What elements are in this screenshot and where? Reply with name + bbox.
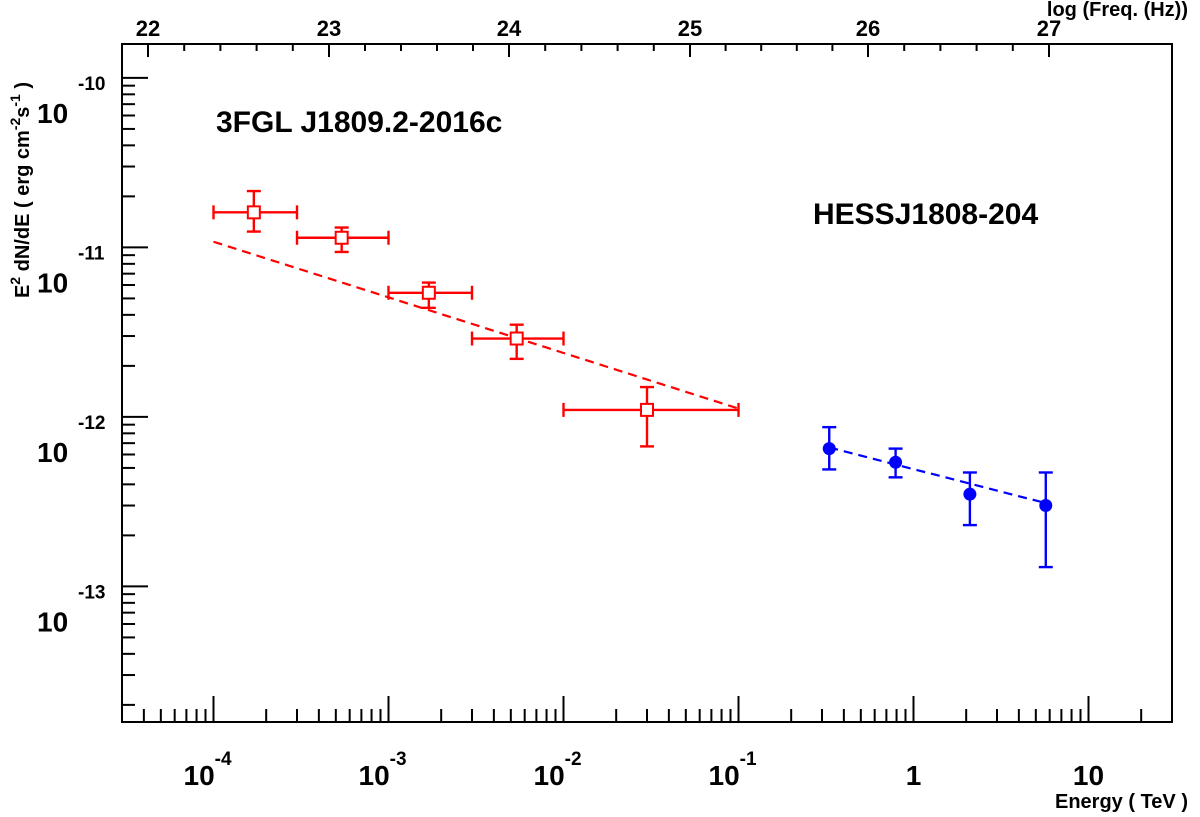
data-point bbox=[295, 226, 390, 254]
y-tick-label: 10-11 bbox=[37, 243, 105, 298]
data-point bbox=[212, 189, 299, 233]
fit-lines bbox=[213, 240, 1047, 505]
plot-frame bbox=[121, 43, 1173, 723]
series-label: 3FGL J1809.2-2016c bbox=[216, 106, 502, 139]
top-tick-label: 24 bbox=[497, 16, 522, 41]
axis-ticks bbox=[121, 44, 1173, 722]
x-tick-label: 10-1 bbox=[709, 749, 757, 791]
series-labels: 3FGL J1809.2-2016c HESSJ1808-204 bbox=[216, 106, 1038, 231]
marker-circle bbox=[822, 442, 836, 456]
y-tick-label: 10-12 bbox=[37, 413, 105, 468]
data-point bbox=[962, 471, 977, 527]
data-point bbox=[562, 385, 740, 448]
marker-square bbox=[640, 402, 654, 417]
marker-circle bbox=[889, 455, 903, 469]
x-tick-label: 10-4 bbox=[184, 749, 232, 791]
y-axis-label: E2 dN/dE ( erg cm-2s-1 ) bbox=[7, 82, 34, 298]
x-axis-label: Energy ( TeV ) bbox=[1055, 791, 1188, 813]
marker-square bbox=[334, 230, 349, 245]
top-tick-label: 25 bbox=[678, 16, 702, 41]
marker-circle bbox=[963, 487, 977, 501]
marker-square bbox=[509, 331, 524, 346]
fit-line-0 bbox=[213, 240, 739, 410]
data-point bbox=[822, 425, 837, 471]
y-tick-label: 10-13 bbox=[37, 582, 105, 637]
top-tick-label: 27 bbox=[1037, 16, 1061, 41]
axis-labels: 10-410-310-210-11 1010-1010-1110-1210-132… bbox=[7, 0, 1188, 813]
top-tick-label: 23 bbox=[317, 16, 341, 41]
data-point bbox=[888, 447, 903, 479]
top-tick-label: 26 bbox=[856, 16, 880, 41]
x-tick-label: 1 bbox=[906, 760, 922, 791]
y-tick-label: 10-10 bbox=[37, 74, 105, 129]
data-point bbox=[387, 281, 474, 310]
data-point bbox=[470, 323, 565, 361]
series-label: HESSJ1808-204 bbox=[813, 198, 1038, 231]
x-tick-label: 10 bbox=[1073, 760, 1104, 791]
x-tick-label: 10-3 bbox=[359, 749, 407, 791]
top-tick-label: 22 bbox=[136, 16, 160, 41]
top-axis-label: log (Freq. (Hz)) bbox=[1047, 0, 1188, 21]
data-points bbox=[212, 189, 1053, 569]
x-tick-label: 10-2 bbox=[534, 749, 582, 791]
data-point bbox=[1038, 471, 1053, 569]
marker-circle bbox=[1039, 499, 1053, 513]
marker-square bbox=[246, 205, 261, 220]
plot-area bbox=[121, 43, 1173, 723]
fit-line-1 bbox=[828, 446, 1047, 505]
marker-square bbox=[421, 285, 436, 300]
